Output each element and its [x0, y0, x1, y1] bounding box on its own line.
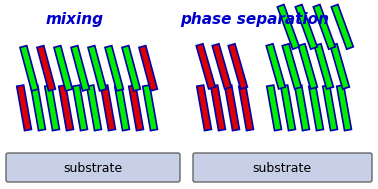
Bar: [225, 85, 239, 131]
Bar: [323, 85, 338, 131]
Bar: [337, 85, 352, 131]
Bar: [295, 5, 317, 49]
Bar: [31, 85, 45, 131]
Bar: [196, 44, 215, 89]
FancyBboxPatch shape: [193, 153, 372, 182]
Text: substrate: substrate: [253, 163, 311, 176]
Bar: [129, 85, 143, 131]
Bar: [101, 85, 115, 131]
Bar: [17, 85, 31, 131]
Text: substrate: substrate: [64, 163, 122, 176]
Bar: [298, 44, 318, 89]
Bar: [20, 46, 39, 91]
Bar: [122, 46, 140, 91]
Bar: [139, 46, 157, 91]
Bar: [71, 46, 89, 91]
Text: phase separation: phase separation: [181, 12, 330, 27]
Bar: [314, 44, 333, 89]
Bar: [87, 85, 101, 131]
Bar: [59, 85, 73, 131]
Bar: [37, 46, 56, 91]
Bar: [281, 85, 296, 131]
Bar: [211, 85, 225, 131]
Bar: [313, 5, 335, 49]
Bar: [105, 46, 123, 91]
Bar: [228, 44, 247, 89]
FancyBboxPatch shape: [6, 153, 180, 182]
Bar: [45, 85, 59, 131]
Text: mixing: mixing: [46, 12, 104, 27]
Bar: [88, 46, 106, 91]
Bar: [143, 85, 158, 131]
Bar: [266, 44, 285, 89]
Bar: [277, 5, 299, 49]
Bar: [197, 85, 211, 131]
Bar: [73, 85, 87, 131]
Bar: [330, 44, 349, 89]
Bar: [239, 85, 253, 131]
Bar: [309, 85, 324, 131]
Bar: [282, 44, 301, 89]
Bar: [115, 85, 129, 131]
Bar: [54, 46, 72, 91]
Bar: [332, 5, 353, 49]
Bar: [267, 85, 282, 131]
Bar: [295, 85, 310, 131]
Bar: [212, 44, 231, 89]
